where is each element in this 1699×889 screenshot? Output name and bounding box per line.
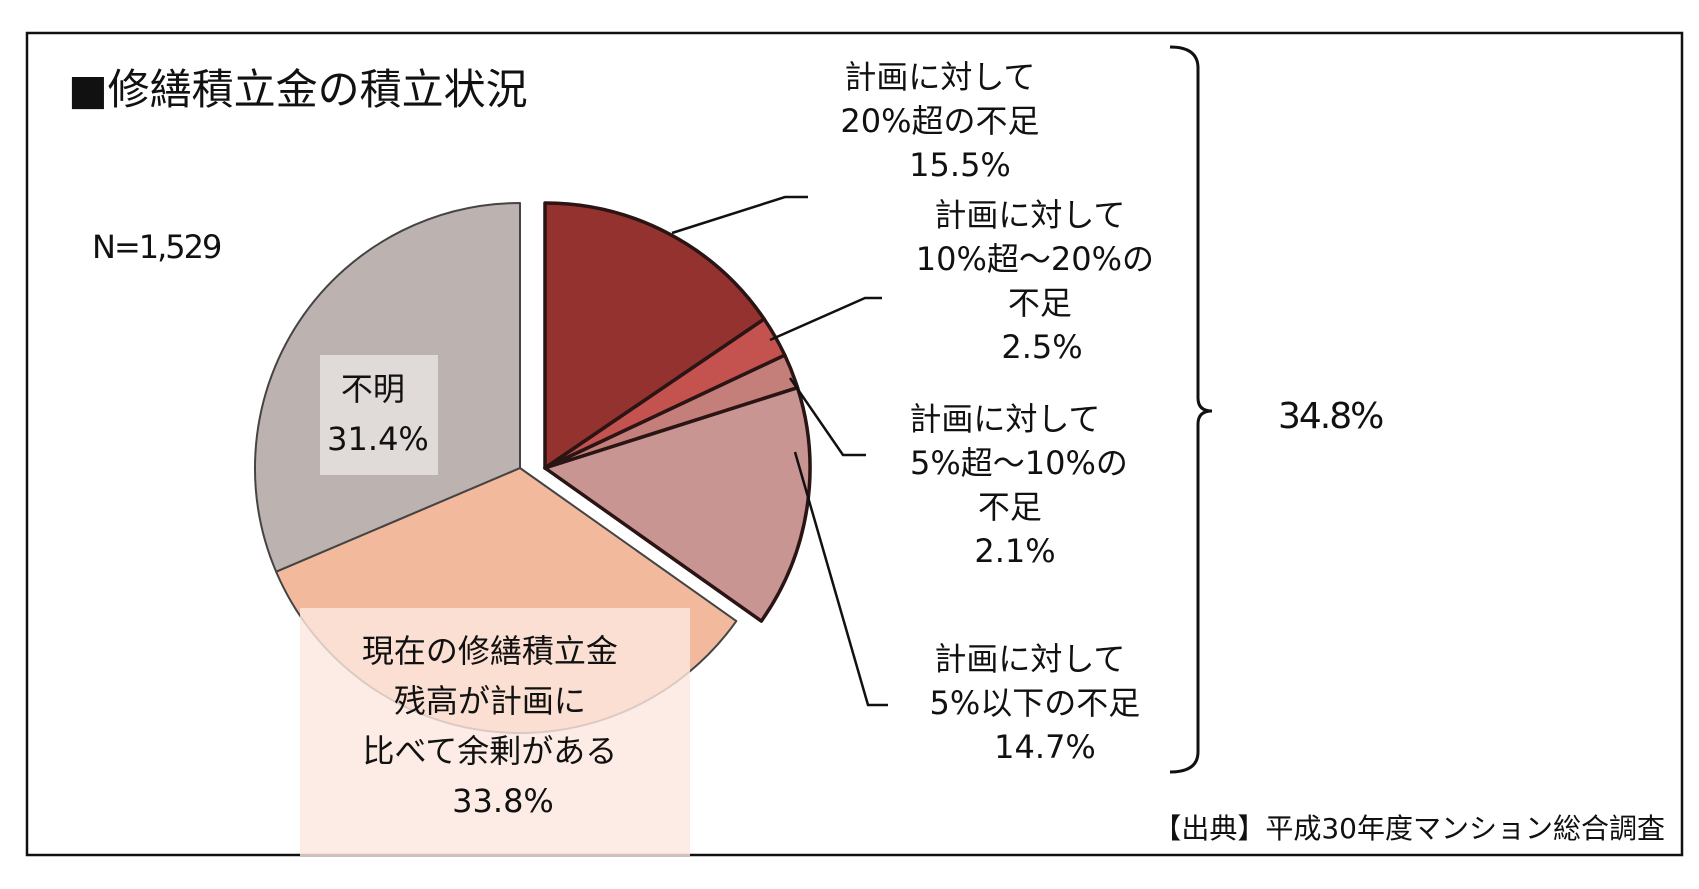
slice-6-value: 31.4% (327, 420, 429, 458)
slice-5-label: 現在の修繕積立金 残高が計画に 比べて余剰がある 33.8% (362, 632, 628, 820)
leader-line-slice-1 (671, 195, 808, 235)
bracket (1169, 45, 1213, 774)
slice-1-label-line-1: 計画に対して (844, 58, 1035, 96)
slice-4-label: 計画に対して 5%以下の不足 14.7% (930, 640, 1151, 766)
slice-5-value: 33.8% (452, 782, 554, 820)
slice-5-label-line-3: 比べて余剰がある (363, 732, 618, 770)
leader-line-slice-3 (788, 377, 866, 457)
slice-3-label-line-1: 計画に対して (909, 400, 1100, 438)
slice-3-label-line-2: 5%超～10%の (910, 444, 1128, 482)
slice-3-value: 2.1% (974, 532, 1055, 570)
slice-6-label-box (320, 355, 438, 475)
pie-slice-4 (543, 385, 812, 623)
slice-3-label: 計画に対して 5%超～10%の 不足 2.1% (909, 400, 1138, 570)
chart-title: ■修繕積立金の積立状況 (68, 65, 528, 114)
slice-6-label: 不明 31.4% (327, 370, 429, 458)
slice-1-label: 計画に対して 20%超の不足 15.5% (840, 58, 1049, 184)
slice-5-label-line-2: 残高が計画に (394, 682, 586, 720)
slice-5-label-line-1: 現在の修繕積立金 (362, 632, 618, 670)
slice-4-value: 14.7% (994, 728, 1096, 766)
leader-line-slice-4 (793, 451, 888, 707)
slice-2-label: 計画に対して 10%超～20%の 不足 2.5% (916, 196, 1164, 366)
slice-1-value: 15.5% (909, 146, 1011, 184)
slice-4-label-line-2: 5%以下の不足 (930, 684, 1141, 722)
slice-2-label-line-2: 10%超～20%の (916, 240, 1154, 278)
slice-labels: 計画に対して 20%超の不足 15.5% 計画に対して 10%超～20%の 不足… (840, 58, 1164, 766)
pie-slice-1 (543, 201, 766, 470)
leader-lines (671, 195, 888, 707)
slice-2-label-line-3: 不足 (1008, 284, 1072, 322)
slice-1-label-line-2: 20%超の不足 (840, 102, 1039, 140)
slice-2-label-line-1: 計画に対して (934, 196, 1125, 234)
slice-4-label-line-1: 計画に対して (934, 640, 1125, 678)
bracket-total-label: 34.8% (1278, 396, 1383, 437)
slice-6-label-line-1: 不明 (341, 370, 405, 408)
slice-3-label-line-3: 不足 (978, 488, 1042, 526)
leader-line-slice-2 (769, 296, 882, 342)
source-note: 【出典】平成30年度マンション総合調査 (1153, 812, 1665, 845)
sample-size-label: N=1,529 (92, 228, 221, 266)
slice-5-label-box (300, 608, 690, 856)
slice-2-value: 2.5% (1001, 328, 1082, 366)
